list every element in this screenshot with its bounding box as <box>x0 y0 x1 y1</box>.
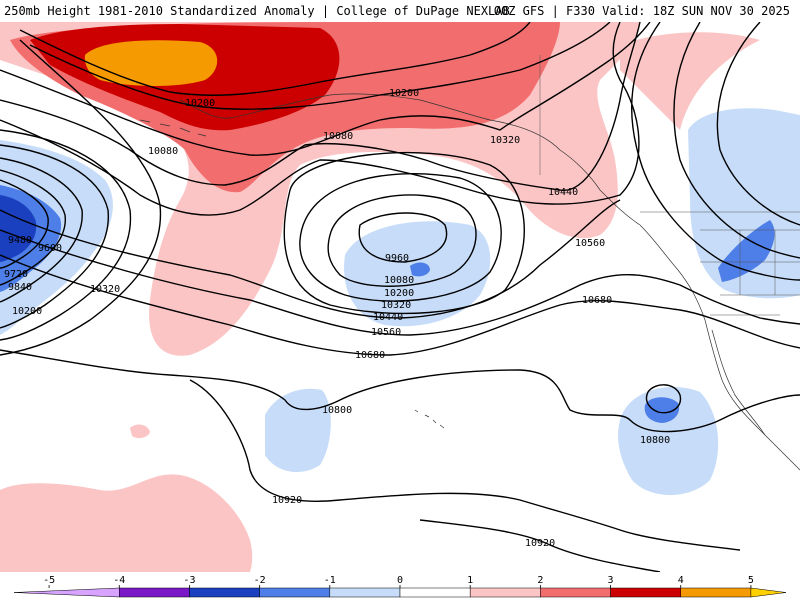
legend-tick-label: 0 <box>397 575 403 586</box>
contour-10440-central <box>0 199 621 319</box>
contour-east-trough-1 <box>631 22 800 281</box>
contour-10800-loop <box>645 384 682 414</box>
contour-label: 9720 <box>4 269 28 280</box>
contour-west-low-6 <box>0 39 162 356</box>
contour-label: 9600 <box>38 243 62 254</box>
legend-tick-label: 4 <box>678 575 684 586</box>
legend-bin <box>329 587 401 598</box>
legend-tick-label: 5 <box>748 575 754 586</box>
contour-10200-central <box>299 172 502 302</box>
legend-tick-label: -1 <box>324 575 336 586</box>
legend-bin <box>119 587 190 598</box>
contour-10320-north <box>0 22 651 156</box>
contour-10200-north <box>29 22 611 110</box>
contour-label: 9480 <box>8 235 32 246</box>
contour-label: 10080 <box>384 275 414 286</box>
contour-10080-central <box>327 194 477 287</box>
legend-color-bar <box>13 587 787 598</box>
contour-label: 10440 <box>373 312 403 323</box>
contour-label: 10080 <box>323 131 353 142</box>
legend-bin <box>750 587 787 598</box>
aleutians <box>139 119 207 137</box>
contour-10560 <box>0 22 640 216</box>
contour-label: 10320 <box>490 135 520 146</box>
legend-tick-label: -3 <box>183 575 195 586</box>
header: 250mb Height 1981-2010 Standardized Anom… <box>0 0 800 22</box>
legend-bin <box>399 587 471 598</box>
contour-label: 10080 <box>148 146 178 157</box>
contour-9960 <box>358 212 448 263</box>
contour-label: 10920 <box>525 538 555 549</box>
negative-anomaly-2sd-central <box>410 262 430 277</box>
contour-label: 10200 <box>185 98 215 109</box>
negative-anomaly-1sd-south-east <box>618 387 719 495</box>
contour-label: 10560 <box>371 327 401 338</box>
positive-anomaly-1sd-south-small <box>130 424 150 439</box>
contour-label: 10680 <box>582 295 612 306</box>
contour-10920-a <box>189 379 741 551</box>
contour-labels: 10200 10200 10080 10080 10320 10440 1056… <box>4 88 670 549</box>
contour-10080-north <box>19 22 531 96</box>
legend-bin <box>259 587 331 598</box>
legend-bin <box>540 587 611 598</box>
legend-bin <box>13 587 120 598</box>
legend-ticks: -5 -4 -3 -2 -1 0 1 2 3 4 5 <box>43 575 754 588</box>
legend-tick-label: -2 <box>254 575 266 586</box>
contour-label: 10560 <box>575 238 605 249</box>
contour-west-low-2 <box>0 169 66 286</box>
legend-tick-label: -5 <box>43 575 55 586</box>
contour-label: 10320 <box>90 284 120 295</box>
contour-label: 10440 <box>548 187 578 198</box>
negative-anomaly-3sd-west <box>0 195 37 262</box>
anomaly-map: 10200 10200 10080 10080 10320 10440 1056… <box>0 22 800 572</box>
contour-label: 10680 <box>355 350 385 361</box>
contour-label: 10800 <box>322 405 352 416</box>
legend-tick-label: 1 <box>467 575 473 586</box>
contour-10800 <box>0 349 800 433</box>
legend-tick-label: 2 <box>537 575 543 586</box>
contour-10560-central <box>0 229 800 336</box>
contour-label: 9840 <box>8 282 32 293</box>
color-legend: -5 -4 -3 -2 -1 0 1 2 3 4 5 <box>0 572 800 600</box>
legend-bin <box>189 587 260 598</box>
negative-anomaly-2sd-south-east <box>644 397 680 423</box>
hawaii-islands <box>414 409 445 429</box>
contour-west-low-1 <box>0 157 83 303</box>
contour-10920-b <box>419 519 661 572</box>
contour-label: 10320 <box>381 300 411 311</box>
legend-tick-label: -4 <box>113 575 125 586</box>
state-borders <box>700 229 800 316</box>
contour-label: 9960 <box>385 253 409 264</box>
height-contours <box>0 22 800 572</box>
map-title: 250mb Height 1981-2010 Standardized Anom… <box>4 4 510 18</box>
contour-10680 <box>0 254 800 356</box>
legend-bin <box>680 587 752 598</box>
contour-west-low-3 <box>0 179 49 269</box>
negative-anomaly-1sd-south-west <box>265 388 331 473</box>
alaska-coastline <box>179 93 641 226</box>
contour-label: 10200 <box>12 306 42 317</box>
contour-10440 <box>0 22 641 191</box>
contour-east-trough-3 <box>716 22 800 226</box>
contour-label: 10920 <box>272 495 302 506</box>
model-run-info: 00Z GFS | F330 Valid: 18Z SUN NOV 30 202… <box>493 4 790 18</box>
legend-bin <box>469 587 541 598</box>
positive-anomaly-1sd-south <box>0 474 253 572</box>
contour-west-low-5 <box>0 129 132 341</box>
negative-anomaly-2sd-east <box>718 220 775 282</box>
contour-label: 10200 <box>389 88 419 99</box>
contour-east-trough-2 <box>673 22 800 259</box>
positive-anomaly-1sd-east <box>620 32 760 130</box>
legend-tick-label: 3 <box>608 575 614 586</box>
contour-label: 10800 <box>640 435 670 446</box>
baja-coast <box>711 329 766 436</box>
contour-10320-central <box>283 151 525 315</box>
contour-label: 10200 <box>384 288 414 299</box>
legend-bin <box>610 587 681 598</box>
